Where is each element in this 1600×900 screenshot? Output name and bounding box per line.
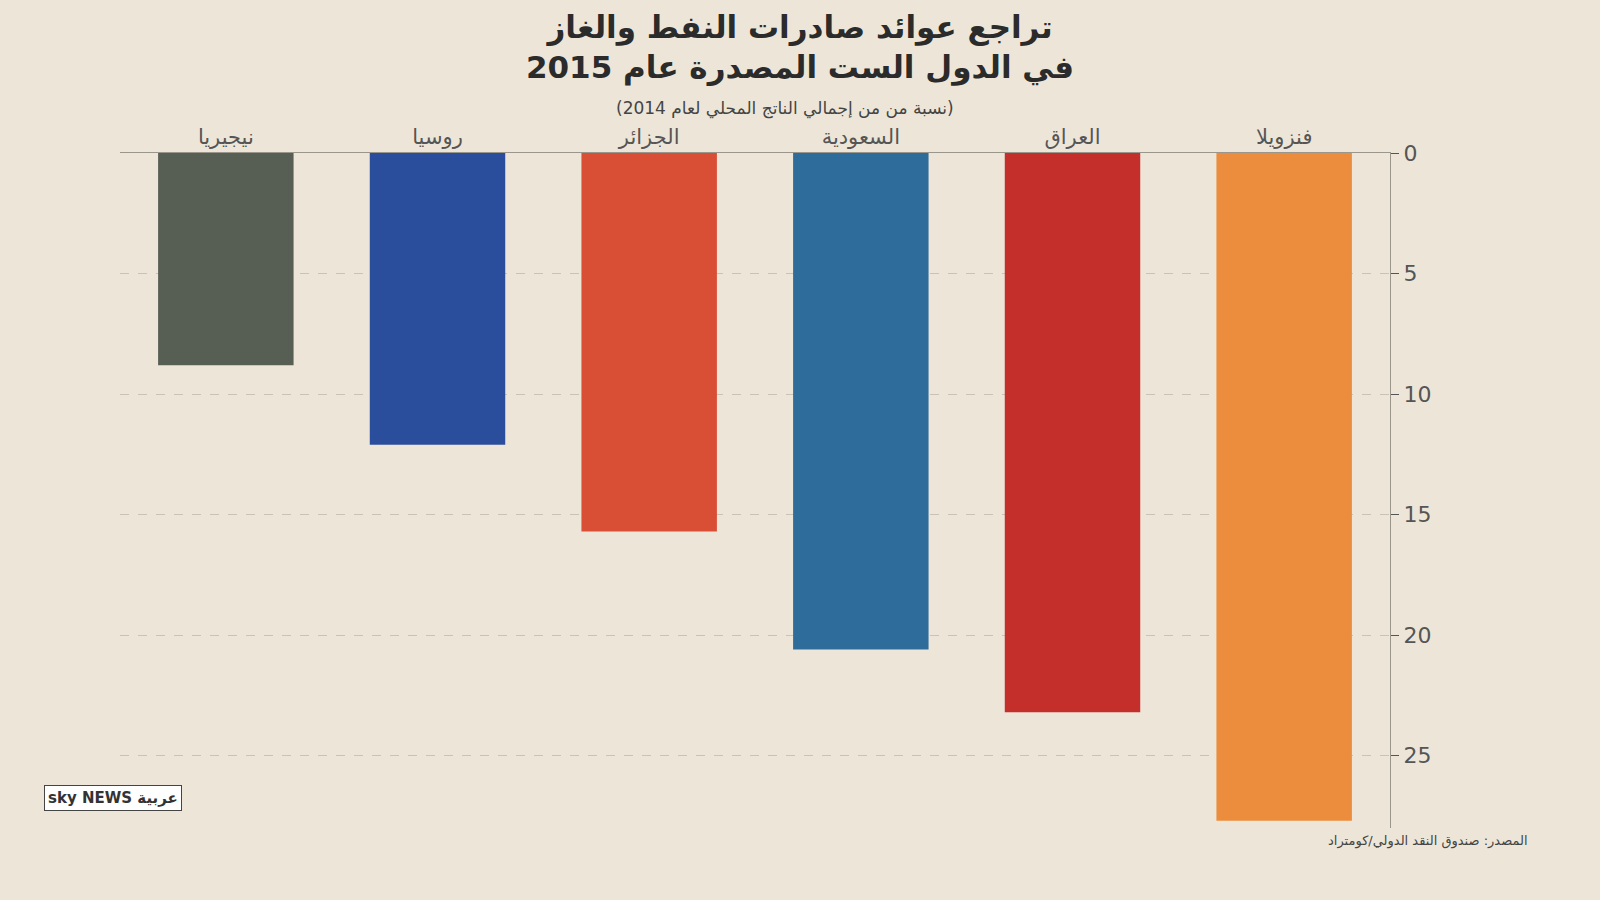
svg-text:فنزويلا: فنزويلا [1256,125,1312,149]
svg-text:العراق: العراق [1044,125,1100,149]
svg-text:5: 5 [1403,261,1417,286]
svg-text:الجزائر: الجزائر [618,125,680,149]
svg-text:20: 20 [1403,623,1431,648]
svg-text:روسيا: روسيا [412,125,463,149]
svg-text:10: 10 [1403,382,1431,407]
svg-text:25: 25 [1403,743,1431,768]
svg-text:تراجع عوائد صادرات النفط والغا: تراجع عوائد صادرات النفط والغازفي الدول … [526,9,1074,86]
svg-text:المصدر: صندوق النقد الدولي/كوم: المصدر: صندوق النقد الدولي/كومتراد [1328,833,1528,849]
svg-text:السعودية: السعودية [822,125,900,149]
svg-text:sky NEWS عربية: sky NEWS عربية [48,789,178,807]
svg-text:نيجيريا: نيجيريا [198,125,254,149]
svg-text:0: 0 [1403,141,1417,166]
svg-text:(نسبة من من إجمالي الناتج المح: (نسبة من من إجمالي الناتج المحلي لعام 20… [616,98,954,119]
svg-text:15: 15 [1403,502,1431,527]
